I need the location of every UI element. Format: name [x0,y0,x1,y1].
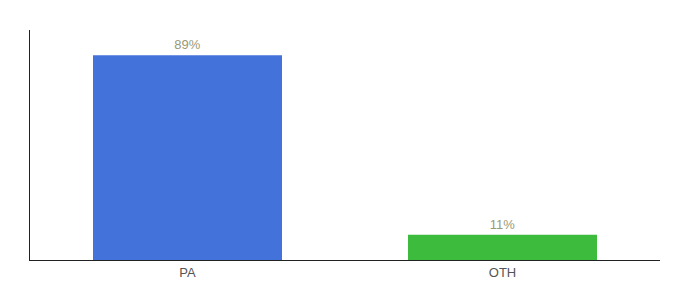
svg-text:PA: PA [179,265,196,280]
svg-text:11%: 11% [490,217,515,232]
svg-text:89%: 89% [174,37,200,52]
svg-text:OTH: OTH [489,265,516,280]
